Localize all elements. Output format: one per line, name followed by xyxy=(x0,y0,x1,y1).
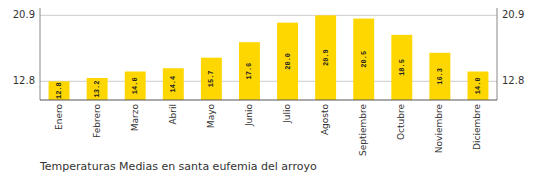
x-tick-label: Julio xyxy=(282,104,292,124)
bar xyxy=(353,19,374,100)
bar xyxy=(239,42,260,100)
data-label: 17.6 xyxy=(245,63,253,80)
data-label: 12.8 xyxy=(55,82,63,99)
x-tick-label: Abril xyxy=(168,104,178,125)
data-label: 20.9 xyxy=(322,49,330,66)
x-tick-label: Enero xyxy=(54,104,64,130)
data-label: 20.5 xyxy=(360,51,368,68)
bar xyxy=(429,53,450,100)
data-label: 14.0 xyxy=(474,77,482,94)
bar xyxy=(201,58,222,100)
grid-line xyxy=(40,15,497,16)
x-tick-label: Junio xyxy=(244,104,254,128)
bar xyxy=(467,72,488,100)
x-tick-label: Marzo xyxy=(130,104,140,132)
x-tick-label: Octubre xyxy=(396,104,406,140)
y2-tick-label: 20.9 xyxy=(502,9,524,20)
data-label: 20.0 xyxy=(284,53,292,70)
bar xyxy=(315,15,336,100)
data-label: 13.2 xyxy=(93,81,101,98)
x-tick-label: Septiembre xyxy=(358,104,368,157)
bar xyxy=(277,23,298,100)
x-tick-label: Mayo xyxy=(206,104,216,129)
bar xyxy=(125,72,146,100)
x-tick-label: Febrero xyxy=(92,104,102,138)
bar xyxy=(391,35,412,100)
bars xyxy=(49,15,489,100)
bar xyxy=(49,81,70,100)
data-label: 14.0 xyxy=(131,77,139,94)
chart: 12.8 12.8 20.9 20.9 Enero Febrero Marzo Abril Ma… xyxy=(0,0,537,174)
y2-axis-line xyxy=(497,8,498,100)
x-tick-label: Agosto xyxy=(320,104,330,136)
data-label: 14.4 xyxy=(169,76,177,93)
y-axis-line xyxy=(40,8,41,100)
x-tick-label: Noviembre xyxy=(434,104,444,154)
data-label: 15.7 xyxy=(207,70,215,87)
y2-tick-label: 12.8 xyxy=(502,75,524,86)
bar xyxy=(163,68,184,100)
y-tick-label: 20.9 xyxy=(13,9,35,20)
data-label: 18.5 xyxy=(398,59,406,76)
y-tick-label: 12.8 xyxy=(13,75,35,86)
data-label: 16.3 xyxy=(436,68,444,85)
title: Temperaturas Medias en santa eufemia del… xyxy=(39,160,317,173)
x-axis-line xyxy=(40,100,497,101)
grid-line xyxy=(40,81,497,82)
bar xyxy=(87,78,108,100)
x-tick-label: Diciembre xyxy=(472,104,482,150)
